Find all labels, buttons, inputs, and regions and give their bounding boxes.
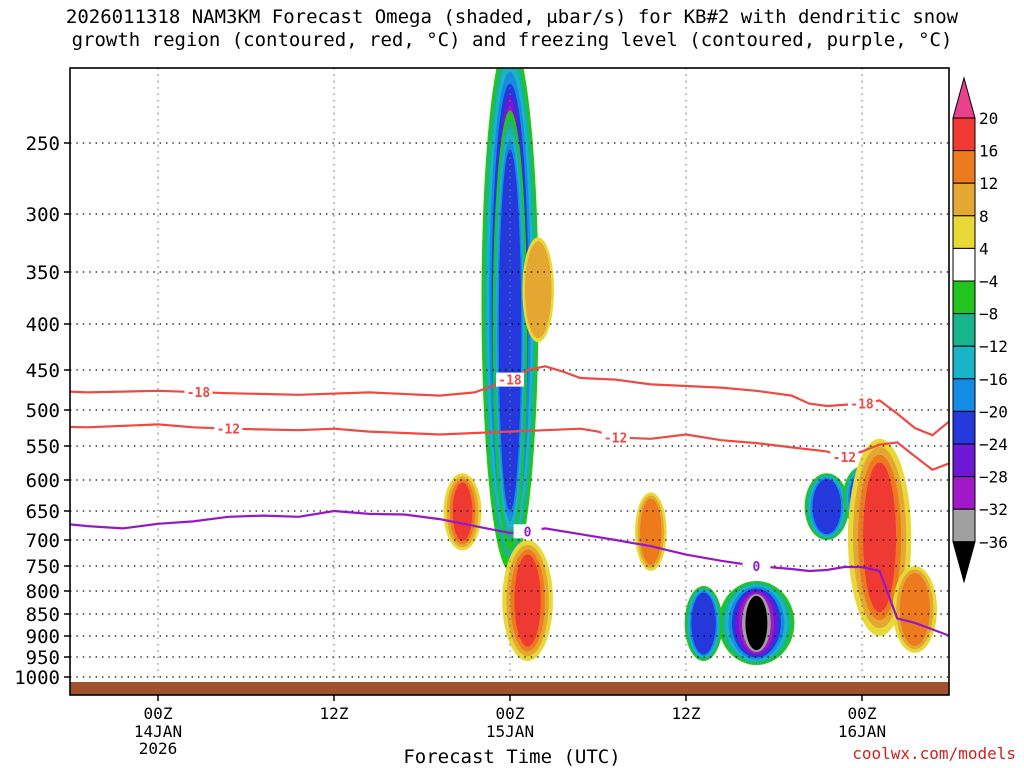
contour-lines: -18-18-18-12-12-12-12000: [0, 365, 949, 637]
omega-blob-6-level-3: [514, 554, 541, 647]
contour-label-dgz-minus12-2: -12: [604, 431, 627, 446]
y-tick-label-950: 950: [26, 647, 60, 669]
contour-label-bg-freezing-level-2: [742, 559, 771, 573]
y-tick-label-1000: 1000: [14, 667, 60, 689]
y-tick-label-700: 700: [26, 530, 60, 552]
colorbar-bottom-arrow: [952, 541, 976, 584]
contour-label-dgz-minus12-3: -12: [833, 451, 856, 466]
colorbar-bin-8: [952, 345, 976, 380]
y-tick-label-300: 300: [26, 204, 60, 226]
y-tick-label-400: 400: [26, 314, 60, 336]
credit-text[interactable]: coolwx.com/models: [852, 744, 1016, 763]
colorbar-label-9: −20: [979, 402, 1008, 421]
chart-title-line2: growth region (contoured, red, °C) and f…: [71, 29, 953, 51]
x-tick-date-0: 14JAN: [134, 722, 182, 741]
contour-label-freezing-level-1: 0: [524, 525, 532, 540]
y-axis: 2503003504004505005506006507007508008509…: [14, 133, 70, 689]
colorbar-top-arrow: [952, 76, 976, 119]
x-axis-label: Forecast Time (UTC): [403, 746, 621, 768]
contour-freezing-level: [70, 509, 949, 637]
x-tick-year-0: 2026: [139, 739, 178, 758]
colorbar-label-5: −4: [979, 272, 998, 291]
y-tick-label-800: 800: [26, 581, 60, 603]
contour-dgz-minus12: [70, 423, 949, 472]
colorbar-label-0: 20: [979, 109, 998, 128]
x-tick-label-0: 00Z: [144, 704, 173, 723]
colorbar-bin-10: [952, 410, 976, 445]
x-tick-date-2: 15JAN: [486, 722, 534, 741]
colorbar-label-7: −12: [979, 337, 1008, 356]
y-tick-label-750: 750: [26, 556, 60, 578]
colorbar-bin-4: [952, 215, 976, 249]
colorbar-label-8: −16: [979, 370, 1008, 389]
omega-blob-2-level-8: [745, 595, 768, 651]
colorbar: 20 16 12 8 4 −4 −8 −12 −16 −20 −24 −28 −32 −36: [952, 76, 1008, 584]
omega-blob-7-level-3: [452, 482, 473, 542]
contour-label-bg-dgz-minus18-1: [496, 372, 524, 387]
contour-label-freezing-level-2: 0: [752, 560, 760, 575]
omega-blob-3-level-4: [691, 592, 716, 655]
chart-title-line1: 2026011318 NAM3KM Forecast Omega (shaded…: [65, 6, 959, 28]
contour-label-bg-dgz-minus18-0: [184, 385, 213, 400]
omega-blob-8-level-1: [524, 241, 552, 339]
colorbar-bin-3: [952, 182, 976, 217]
y-tick-label-600: 600: [26, 470, 60, 492]
colorbar-label-4: 4: [979, 239, 989, 258]
x-tick-label-2: 00Z: [496, 704, 525, 723]
colorbar-label-10: −24: [979, 435, 1008, 454]
omega-shading: [443, 68, 937, 665]
y-tick-label-900: 900: [26, 626, 60, 648]
colorbar-bin-11: [952, 443, 976, 478]
x-tick-label-4: 00Z: [848, 704, 877, 723]
contour-label-bg-freezing-level-1: [513, 524, 542, 539]
contour-label-dgz-minus18-1: -18: [498, 374, 522, 389]
terrain-ground: [70, 682, 949, 695]
colorbar-bin-9: [952, 378, 976, 412]
colorbar-label-2: 12: [979, 174, 998, 193]
colorbar-label-11: −28: [979, 468, 1008, 487]
omega-blob-11-level-2: [899, 572, 930, 646]
omega-blob-10-level-3: [863, 462, 897, 613]
y-tick-label-250: 250: [26, 133, 60, 155]
y-tick-label-350: 350: [26, 262, 60, 284]
colorbar-bin-6: [952, 280, 976, 315]
contour-label-bg-dgz-minus12-1: [214, 421, 243, 436]
x-tick-label-1: 12Z: [320, 704, 349, 723]
contour-label-bg-dgz-minus12-3: [830, 449, 859, 464]
y-tick-label-500: 500: [26, 400, 60, 422]
y-tick-label-450: 450: [26, 360, 60, 382]
x-tick-date-4: 16JAN: [838, 722, 886, 741]
ground-fill: [70, 682, 949, 695]
y-tick-label-550: 550: [26, 436, 60, 458]
colorbar-label-6: −8: [979, 305, 998, 324]
colorbar-label-3: 8: [979, 207, 989, 226]
omega-blob-4-level-4: [812, 479, 842, 535]
colorbar-label-12: −32: [979, 500, 1008, 519]
contour-label-bg-dgz-minus18-2: [848, 396, 876, 411]
contour-label-dgz-minus18-2: -18: [850, 398, 874, 413]
contour-label-bg-freezing-level-0: [0, 518, 8, 532]
x-tick-label-3: 12Z: [672, 704, 701, 723]
y-tick-label-650: 650: [26, 501, 60, 523]
colorbar-bin-5: [952, 247, 976, 282]
colorbar-bin-1: [952, 117, 976, 152]
y-tick-label-850: 850: [26, 604, 60, 626]
contour-label-dgz-minus18-0: -18: [187, 386, 211, 401]
colorbar-bin-7: [952, 313, 976, 347]
colorbar-label-1: 16: [979, 142, 998, 161]
contour-dgz-minus18: [70, 365, 949, 437]
colorbar-bin-12: [952, 476, 976, 510]
contour-label-dgz-minus12-1: -12: [217, 423, 240, 438]
contour-label-bg-dgz-minus12-2: [601, 430, 630, 445]
omega-blob-9-level-2: [640, 498, 662, 565]
colorbar-label-13: −36: [979, 533, 1008, 552]
colorbar-bin-13: [952, 508, 976, 543]
colorbar-bin-2: [952, 150, 976, 184]
